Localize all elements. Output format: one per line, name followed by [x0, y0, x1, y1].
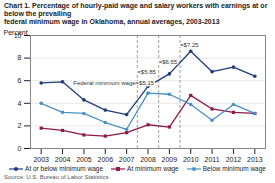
svg-text:Federal minimum wage=$5.15: Federal minimum wage=$5.15 — [73, 80, 155, 86]
svg-text:0: 0 — [18, 145, 22, 152]
svg-text:=$6.55: =$6.55 — [159, 59, 178, 65]
svg-text:2003: 2003 — [33, 157, 49, 164]
html-text:Below minimum wage: Below minimum wage — [202, 165, 266, 173]
svg-text:6: 6 — [18, 77, 22, 84]
svg-text:4: 4 — [18, 100, 22, 107]
svg-text:8: 8 — [18, 54, 22, 61]
html-text:Source: U.S. Bureau of Labor S: Source: U.S. Bureau of Labor Statistics — [4, 174, 109, 181]
svg-text:2013: 2013 — [247, 157, 263, 164]
svg-text:2009: 2009 — [162, 157, 178, 164]
html-text:Chart 1. Percentage of hourly-: Chart 1. Percentage of hourly-paid wage … — [4, 2, 268, 17]
html-text:At minimum wage: At minimum wage — [127, 165, 179, 173]
svg-text:=$5.85: =$5.85 — [137, 69, 156, 75]
svg-text:2004: 2004 — [55, 157, 71, 164]
svg-text:2010: 2010 — [183, 157, 199, 164]
svg-text:2007: 2007 — [119, 157, 135, 164]
html-text:federal minimum wage in Oklaho: federal minimum wage in Oklahoma, annual… — [4, 18, 220, 26]
svg-text:2012: 2012 — [226, 157, 242, 164]
svg-text:2008: 2008 — [140, 157, 156, 164]
html-text:At or below minimum wage: At or below minimum wage — [25, 165, 104, 173]
svg-text:2005: 2005 — [76, 157, 92, 164]
svg-text:2006: 2006 — [97, 157, 113, 164]
svg-text:=$7.25: =$7.25 — [180, 42, 199, 48]
svg-text:2: 2 — [18, 122, 22, 129]
svg-text:Percent: Percent — [4, 30, 28, 37]
svg-text:2011: 2011 — [205, 157, 220, 164]
